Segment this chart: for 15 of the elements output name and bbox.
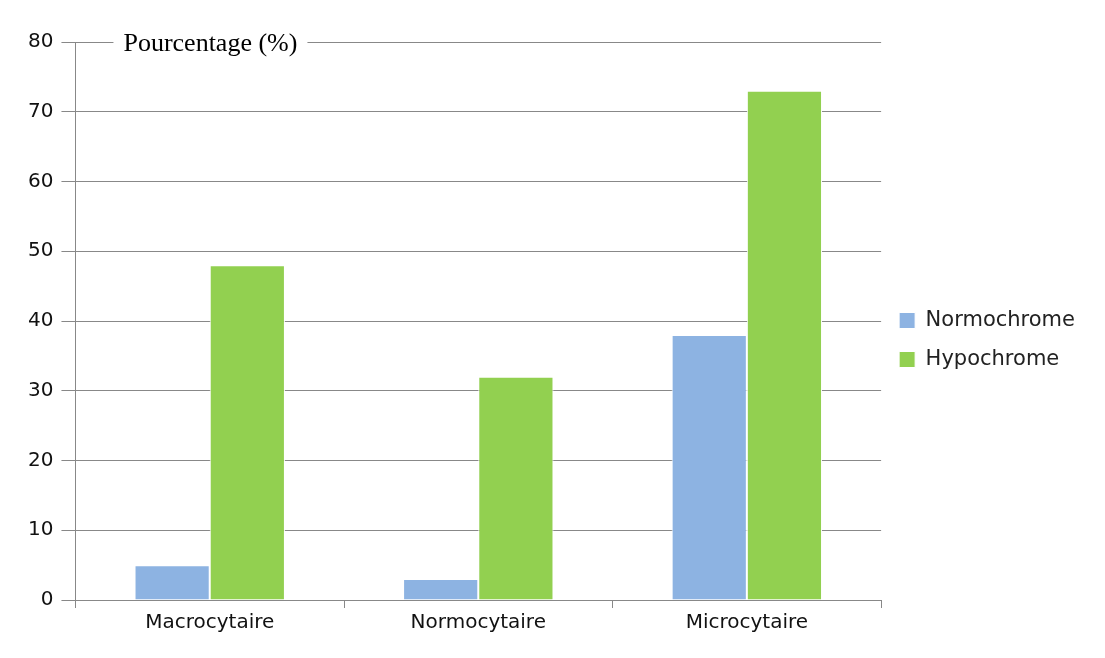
y-tick-label: 70 [28,97,54,122]
y-tick-label: 0 [40,586,54,611]
x-tick-label: Microcytaire [685,609,809,634]
y-tick-label: 40 [28,307,54,332]
x-tick-label: Normocytaire [410,609,546,634]
y-tick-label: 20 [28,446,54,471]
y-tick-label: 60 [28,167,54,192]
y-tick-label: 50 [28,237,54,262]
y-axis-title: Pourcentage (%) [123,27,298,57]
y-tick-label: 80 [28,28,54,53]
y-tick-label: 10 [28,516,54,541]
y-tick-label: 30 [28,376,54,401]
legend-label: Hypochrome [925,345,1060,370]
x-tick-label: Macrocytaire [145,609,275,634]
legend-label: Normochrome [925,306,1076,331]
